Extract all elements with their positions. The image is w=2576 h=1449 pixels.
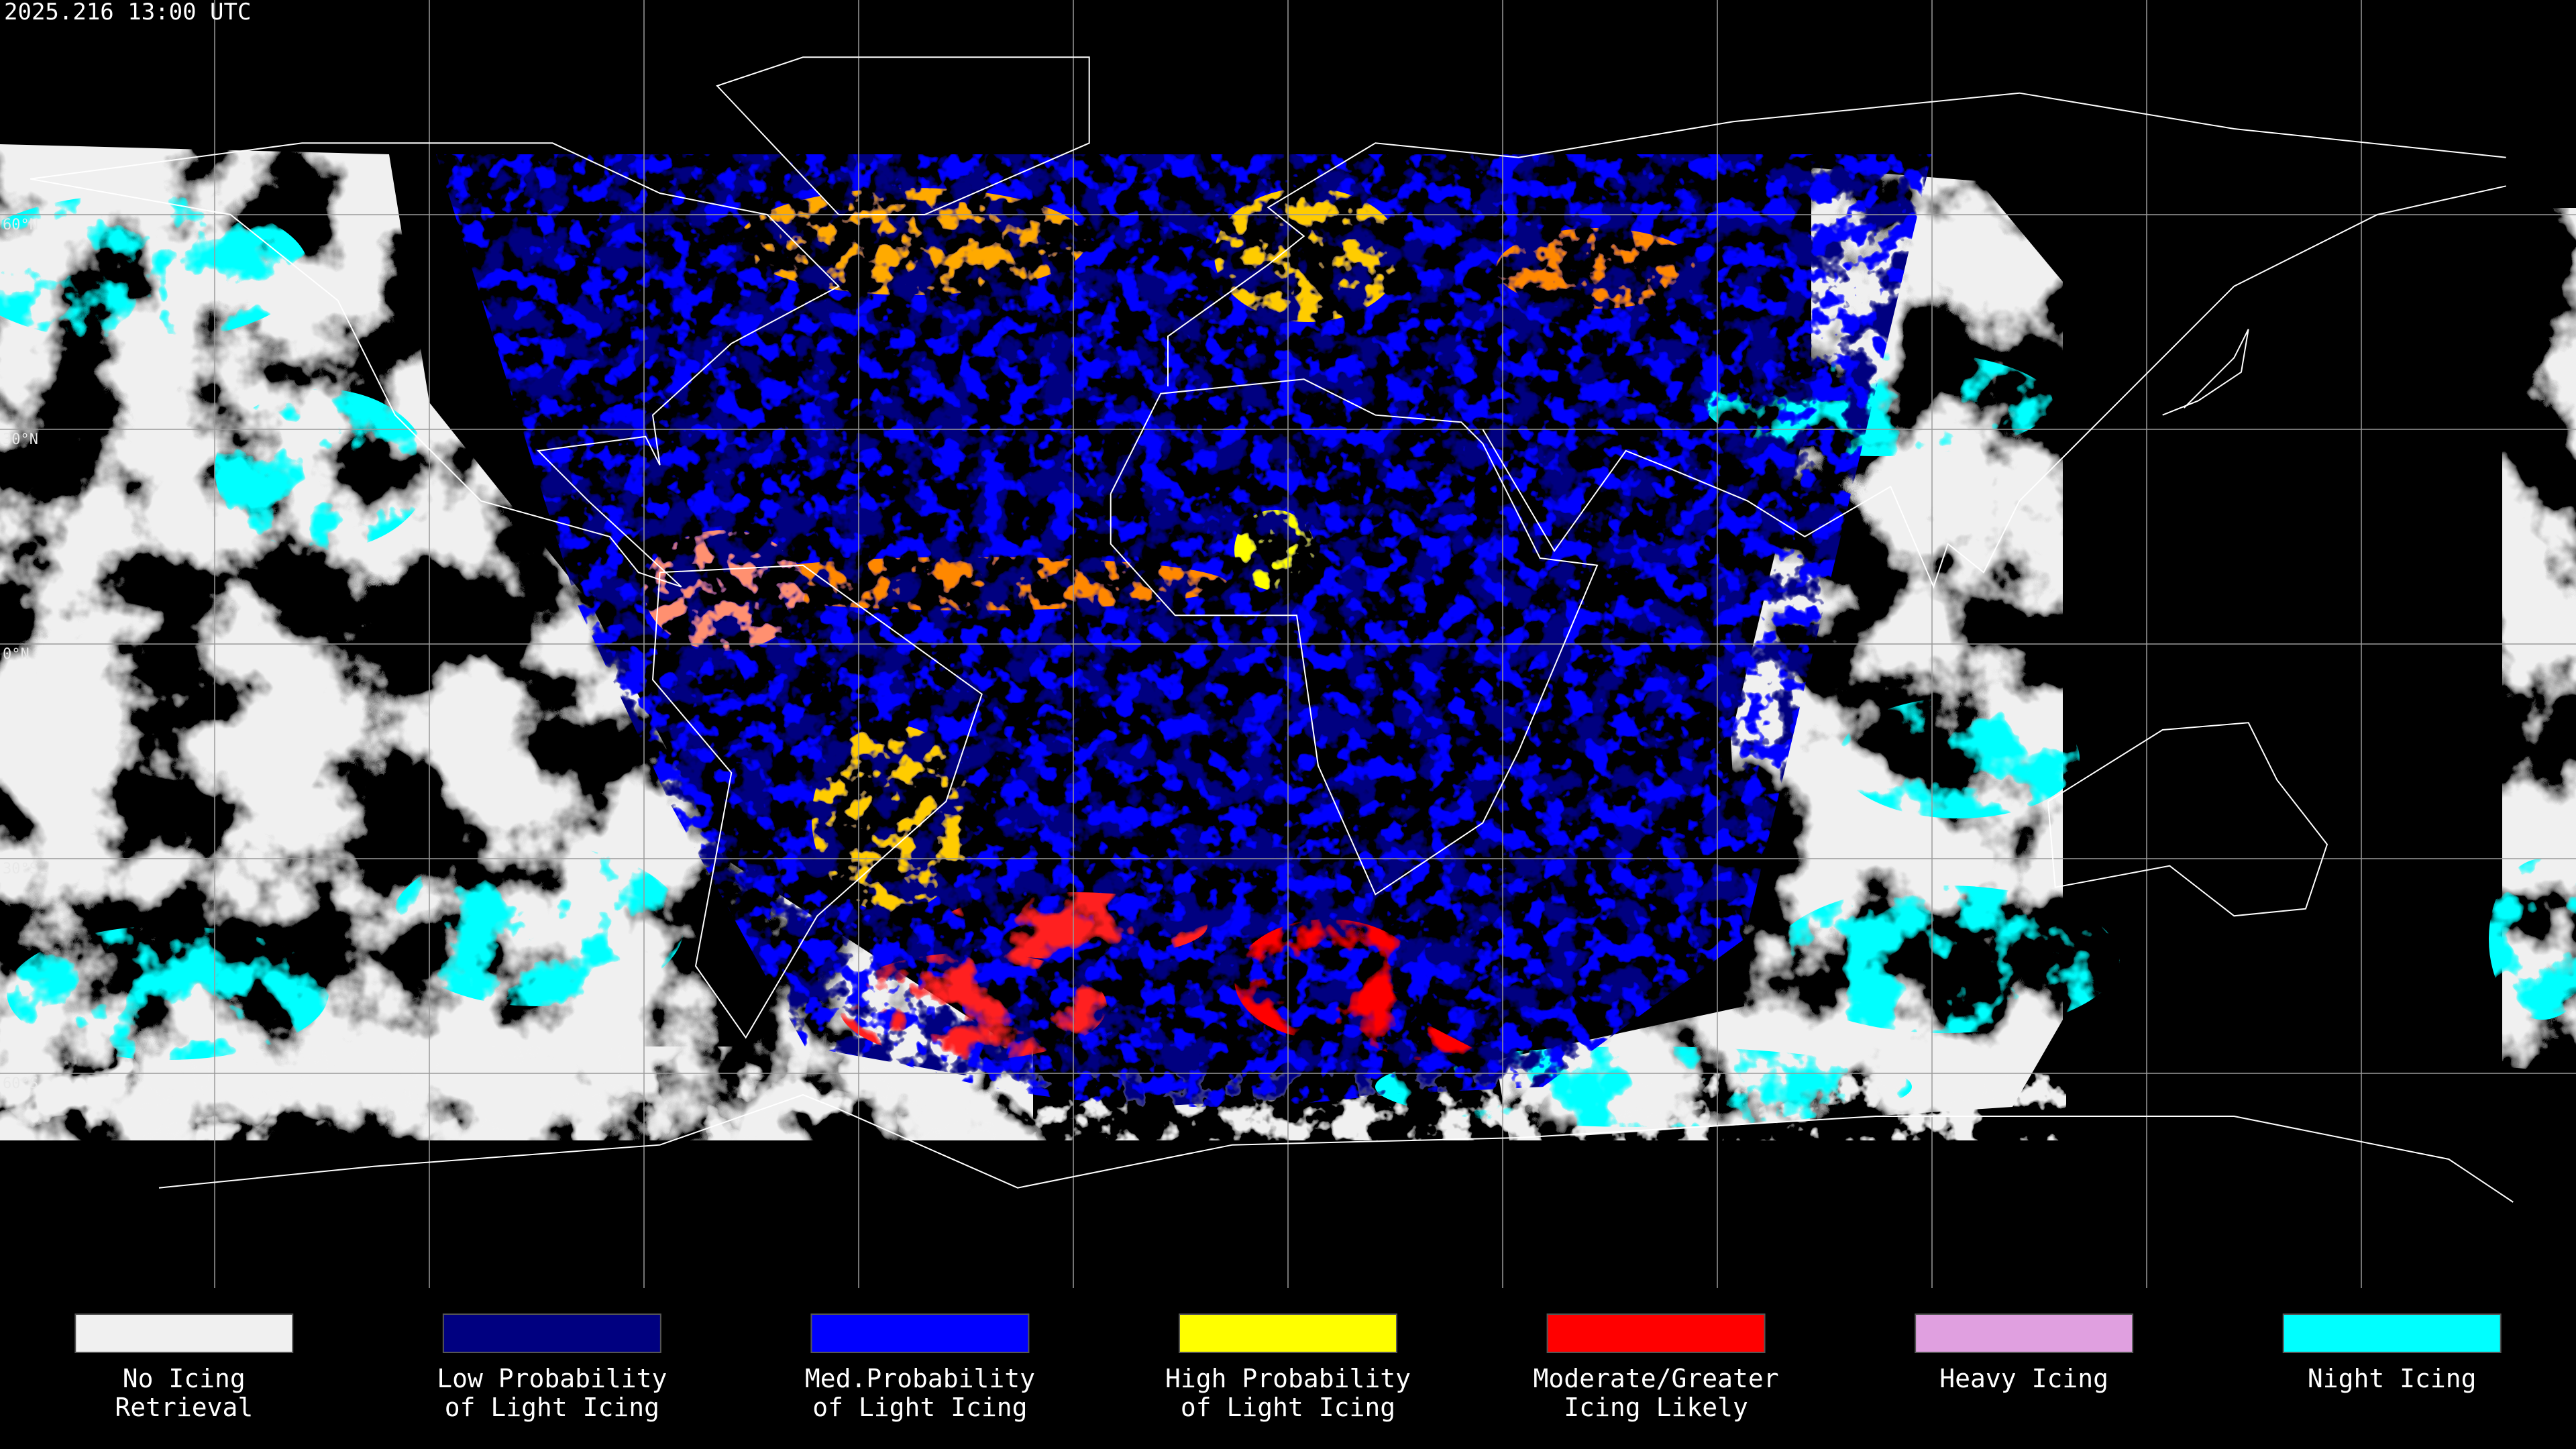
legend-swatch <box>1546 1313 1766 1353</box>
legend-label: Low Probability <box>437 1364 667 1393</box>
legend-label: Heavy Icing <box>1939 1364 2108 1393</box>
legend-label: of Light Icing <box>812 1393 1027 1422</box>
latitude-label: 60°N <box>3 217 38 233</box>
coastline <box>716 56 1090 215</box>
legend-label: Retrieval <box>115 1393 253 1422</box>
legend-label: Moderate/Greater <box>1534 1364 1779 1393</box>
coastline <box>1482 185 2506 589</box>
latitude-label: 30°S <box>3 861 38 877</box>
coastline <box>1110 378 1599 896</box>
night-icing-field <box>0 195 2576 1127</box>
latitude-label: 30°N <box>3 431 38 448</box>
legend-swatch <box>810 1313 1030 1353</box>
coastline <box>2162 329 2249 416</box>
legend-swatch <box>74 1313 294 1353</box>
coastline <box>158 1093 2514 1203</box>
legend-label: Night Icing <box>2308 1364 2477 1393</box>
legend-swatch <box>442 1313 661 1353</box>
coastline <box>1167 92 2506 386</box>
coastline <box>651 564 983 1039</box>
graticule <box>0 0 2576 1288</box>
moderate-field <box>839 892 1496 1060</box>
legend-label: of Light Icing <box>445 1393 659 1422</box>
legend-label: Med.Probability <box>805 1364 1035 1393</box>
coastline <box>30 142 840 588</box>
latitude-label: 60°S <box>3 1075 38 1092</box>
legend-label: Icing Likely <box>1564 1393 1748 1422</box>
latitude-label: 0°N <box>3 646 30 663</box>
satellite-imagery: 60°N 30°N 0°N 30°S 60°S <box>0 0 2576 1288</box>
coastlines <box>30 56 2514 1203</box>
legend-label: No Icing <box>123 1364 246 1393</box>
timestamp: 2025.216 13:00 UTC <box>4 0 251 25</box>
legend-label: High Probability <box>1165 1364 1411 1393</box>
legend-swatch <box>1179 1313 1397 1353</box>
legend-swatch <box>2282 1313 2502 1353</box>
coastline <box>2047 722 2328 917</box>
legend-swatch <box>1915 1313 2134 1353</box>
legend-label: of Light Icing <box>1181 1393 1395 1422</box>
latitude-labels: 60°N 30°N 0°N 30°S 60°S <box>3 217 38 1092</box>
